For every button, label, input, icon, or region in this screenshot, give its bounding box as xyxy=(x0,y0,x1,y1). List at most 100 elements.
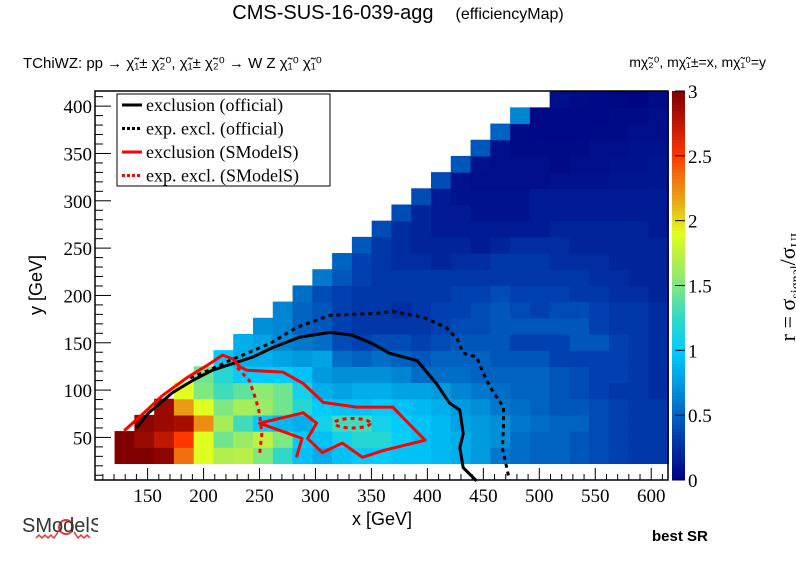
color-bar-segment xyxy=(672,240,685,244)
x-axis-label: x [GeV] xyxy=(352,509,412,529)
heatmap-cell xyxy=(490,350,511,367)
heatmap-cell xyxy=(213,431,234,448)
heatmap-cell xyxy=(470,317,491,335)
logo-graphic: SModelS xyxy=(22,515,103,540)
color-bar-segment xyxy=(672,405,685,410)
y-tick-label: 300 xyxy=(64,192,93,213)
color-bar-segment xyxy=(672,253,685,257)
heatmap-cell xyxy=(312,431,333,448)
heatmap-cell xyxy=(589,236,610,254)
heatmap-cell xyxy=(608,285,630,303)
heatmap-cell xyxy=(569,285,590,303)
heatmap-cell xyxy=(430,366,452,384)
color-bar-segment xyxy=(672,146,685,150)
x-tick-label: 450 xyxy=(469,486,498,507)
heatmap-cell xyxy=(648,172,669,189)
heatmap-cell xyxy=(648,220,669,238)
heatmap-cell xyxy=(411,220,432,238)
heatmap-cell xyxy=(470,301,491,319)
heatmap-cell xyxy=(193,398,215,416)
color-bar-segment xyxy=(672,139,685,144)
heatmap-cell xyxy=(154,414,175,432)
heatmap-cell xyxy=(628,253,650,270)
heatmap-cell xyxy=(549,220,571,238)
heatmap-cell xyxy=(213,414,234,432)
heatmap-cell xyxy=(569,382,590,400)
color-bar-segment xyxy=(672,214,685,218)
heatmap-cell xyxy=(312,285,333,303)
heatmap-cell xyxy=(529,317,551,335)
heatmap-cell xyxy=(510,139,531,157)
color-bar-segment xyxy=(672,266,685,270)
heatmap-cell xyxy=(549,188,571,206)
heatmap-cell xyxy=(589,204,610,222)
heatmap-cell xyxy=(529,123,551,141)
heatmap-cell xyxy=(648,350,669,367)
heatmap-cell xyxy=(628,350,650,367)
color-bar-segment xyxy=(672,97,685,102)
color-bar-segment xyxy=(672,369,685,374)
heatmap-cell xyxy=(569,236,590,254)
heatmap-cell xyxy=(589,269,610,287)
heatmap-cell xyxy=(312,317,333,335)
heatmap-cell xyxy=(233,431,254,448)
heatmap-cell xyxy=(470,447,491,465)
heatmap-cell xyxy=(490,139,511,157)
color-bar-segment xyxy=(672,116,685,121)
heatmap-cell xyxy=(253,333,274,351)
heatmap-cell xyxy=(490,431,511,448)
heatmap-cell xyxy=(470,253,491,270)
heatmap-cell xyxy=(589,188,610,206)
heatmap-cell xyxy=(351,301,373,319)
color-bar-segment xyxy=(672,123,685,128)
heatmap-cell xyxy=(154,431,175,448)
heatmap-cell xyxy=(490,236,511,254)
legend-label: exp. excl. (SModelS) xyxy=(146,166,299,187)
heatmap-cell xyxy=(470,139,491,157)
heatmap-cell xyxy=(628,431,650,448)
heatmap-cell xyxy=(411,236,432,254)
heatmap-cell xyxy=(332,317,353,335)
heatmap-cell xyxy=(391,220,412,238)
color-bar-segment xyxy=(672,155,685,160)
heatmap-cell xyxy=(253,398,274,416)
heatmap-cell xyxy=(292,301,313,319)
heatmap-cell xyxy=(430,172,452,189)
title-main: CMS-SUS-16-039-agg xyxy=(232,2,434,24)
color-bar-segment xyxy=(672,172,685,176)
heatmap-cell xyxy=(312,269,333,287)
heatmap-cell xyxy=(411,398,432,416)
heatmap-cell xyxy=(648,188,669,206)
color-bar-segment xyxy=(672,411,685,416)
color-bar-segment xyxy=(672,256,685,261)
y-axis-label: y [GeV] xyxy=(26,255,46,315)
heatmap-cell xyxy=(332,414,353,432)
heatmap-cell xyxy=(134,414,155,432)
heatmap-cell xyxy=(628,220,650,238)
heatmap-cell xyxy=(351,285,373,303)
heatmap-cell xyxy=(589,220,610,238)
heatmap-cell xyxy=(332,447,353,465)
heatmap-cell xyxy=(648,155,669,173)
heatmap-cell xyxy=(450,253,472,270)
best-sr-label: best SR xyxy=(652,528,708,545)
color-bar-segment xyxy=(672,402,685,406)
color-bar-segment xyxy=(672,285,685,290)
heatmap-cell xyxy=(529,220,551,238)
heatmap-cell xyxy=(371,269,393,287)
heatmap-cell xyxy=(134,431,155,448)
heatmap-cell xyxy=(510,382,531,400)
heatmap-cell xyxy=(510,269,531,287)
heatmap-cell xyxy=(332,350,353,367)
color-bar-segment xyxy=(672,470,685,475)
heatmap-cell xyxy=(648,285,669,303)
legend-box xyxy=(116,93,331,187)
heatmap-cell xyxy=(628,447,650,465)
heatmap-cell xyxy=(549,204,571,222)
heatmap-cell xyxy=(549,301,571,319)
heatmap-cell xyxy=(529,172,551,189)
color-bar-segment xyxy=(672,337,685,342)
heatmap-cell xyxy=(510,204,531,222)
heatmap-cell xyxy=(391,301,412,319)
heatmap-cell xyxy=(569,350,590,367)
